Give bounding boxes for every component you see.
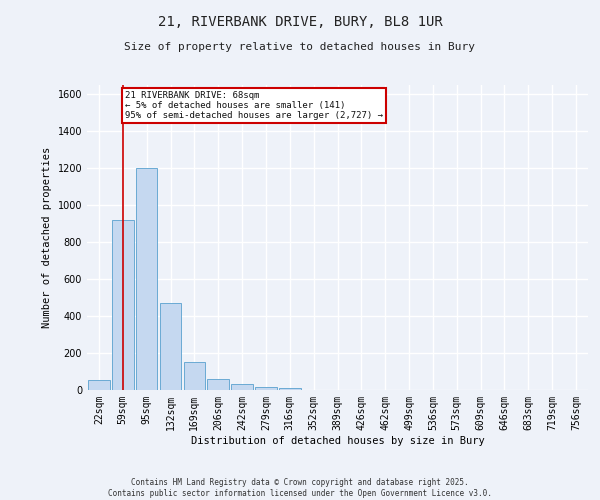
Bar	[255, 387, 277, 390]
Text: 21, RIVERBANK DRIVE, BURY, BL8 1UR: 21, RIVERBANK DRIVE, BURY, BL8 1UR	[158, 15, 442, 29]
Bar	[232, 384, 253, 390]
Text: Contains HM Land Registry data © Crown copyright and database right 2025.
Contai: Contains HM Land Registry data © Crown c…	[108, 478, 492, 498]
Bar	[136, 168, 157, 390]
Bar	[279, 388, 301, 390]
Y-axis label: Number of detached properties: Number of detached properties	[42, 147, 52, 328]
X-axis label: Distribution of detached houses by size in Bury: Distribution of detached houses by size …	[191, 436, 484, 446]
Bar	[160, 303, 181, 390]
Bar	[184, 362, 205, 390]
Text: Size of property relative to detached houses in Bury: Size of property relative to detached ho…	[125, 42, 476, 52]
Bar	[208, 379, 229, 390]
Bar	[112, 220, 134, 390]
Text: 21 RIVERBANK DRIVE: 68sqm
← 5% of detached houses are smaller (141)
95% of semi-: 21 RIVERBANK DRIVE: 68sqm ← 5% of detach…	[125, 90, 383, 120]
Bar	[88, 380, 110, 390]
